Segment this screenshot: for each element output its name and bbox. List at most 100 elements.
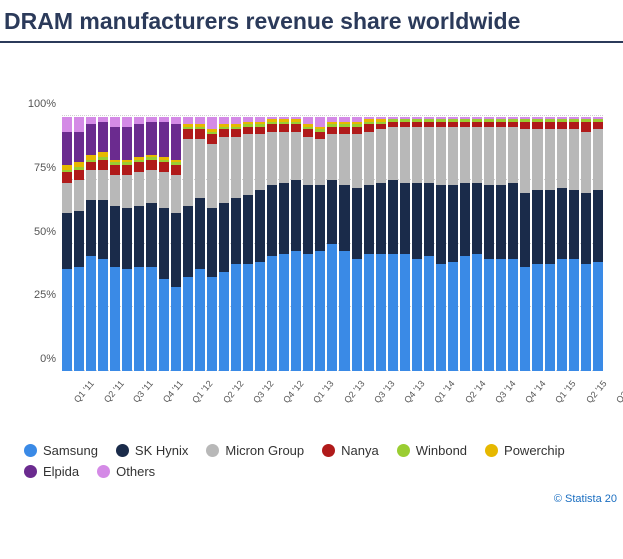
bar-segment: [207, 208, 217, 277]
bar-segment: [388, 254, 398, 371]
legend-swatch: [206, 444, 219, 457]
bar-segment: [520, 267, 530, 371]
bar-segment: [159, 162, 169, 172]
bar-segment: [243, 264, 253, 371]
bar-segment: [231, 117, 241, 125]
bar-segment: [171, 124, 181, 160]
bar-segment: [183, 139, 193, 205]
bar-segment: [532, 122, 542, 130]
bar-segment: [569, 259, 579, 371]
bar-segment: [74, 180, 84, 211]
bar: [472, 91, 482, 371]
bar-segment: [364, 185, 374, 254]
bar-segment: [110, 165, 120, 175]
bar-segment: [352, 134, 362, 187]
bar-segment: [134, 162, 144, 172]
bar-segment: [339, 251, 349, 371]
plot-area: 0%25%50%75%100%: [62, 91, 603, 371]
bar: [581, 91, 591, 371]
bar-segment: [279, 254, 289, 371]
legend-item: SK Hynix: [116, 443, 188, 458]
bar-segment: [448, 185, 458, 261]
bar: [110, 91, 120, 371]
bar: [134, 91, 144, 371]
bar-segment: [484, 185, 494, 259]
bar: [327, 91, 337, 371]
bar-segment: [376, 183, 386, 254]
bar-segment: [195, 198, 205, 269]
bar-segment: [472, 183, 482, 254]
chart-title: DRAM manufacturers revenue share worldwi…: [4, 8, 623, 35]
bar-segment: [315, 117, 325, 127]
bar-segment: [508, 127, 518, 183]
bar-segment: [98, 170, 108, 201]
bar-segment: [146, 267, 156, 371]
bar-segment: [231, 198, 241, 264]
bar: [74, 91, 84, 371]
bar: [520, 91, 530, 371]
bar-segment: [593, 262, 603, 371]
legend-swatch: [24, 465, 37, 478]
bar-segment: [86, 170, 96, 201]
bar-segment: [545, 264, 555, 371]
bar-segment: [412, 259, 422, 371]
bar-segment: [171, 165, 181, 175]
bar-segment: [146, 203, 156, 267]
bar: [484, 91, 494, 371]
bar: [460, 91, 470, 371]
bar-segment: [424, 127, 434, 183]
bar-segment: [508, 259, 518, 371]
bar-segment: [219, 117, 229, 125]
bar-segment: [255, 262, 265, 371]
bar: [183, 91, 193, 371]
bar-segment: [557, 259, 567, 371]
bar-segment: [122, 117, 132, 127]
bar-segment: [303, 137, 313, 185]
bar-segment: [472, 254, 482, 371]
bar: [86, 91, 96, 371]
legend-label: Elpida: [43, 464, 79, 479]
y-tick-label: 100%: [22, 98, 56, 110]
bar-segment: [460, 256, 470, 371]
bar-segment: [122, 208, 132, 269]
legend-swatch: [116, 444, 129, 457]
bar-segment: [352, 188, 362, 259]
bar: [122, 91, 132, 371]
bar-segment: [207, 144, 217, 208]
source-link[interactable]: © Statista 20: [554, 493, 617, 505]
bar-segment: [388, 127, 398, 180]
bar-segment: [74, 132, 84, 163]
bar-segment: [195, 129, 205, 139]
bar-segment: [424, 256, 434, 371]
y-tick-label: 25%: [22, 289, 56, 301]
bar: [352, 91, 362, 371]
legend-label: Powerchip: [504, 443, 565, 458]
bar-segment: [146, 122, 156, 155]
bar-segment: [255, 190, 265, 261]
bar-segment: [122, 127, 132, 160]
legend-label: Winbond: [416, 443, 467, 458]
bar-segment: [86, 124, 96, 155]
bar-segment: [231, 129, 241, 137]
bar: [303, 91, 313, 371]
bar-segment: [86, 256, 96, 371]
bar-segment: [327, 244, 337, 371]
bar-segment: [98, 122, 108, 153]
bar-segment: [315, 251, 325, 371]
bar: [424, 91, 434, 371]
bar: [315, 91, 325, 371]
bar-segment: [74, 170, 84, 180]
bar: [339, 91, 349, 371]
legend-swatch: [97, 465, 110, 478]
bar-segment: [436, 264, 446, 371]
bar-segment: [315, 185, 325, 251]
legend: SamsungSK HynixMicron GroupNanyaWinbondP…: [0, 421, 623, 489]
bar-segment: [327, 134, 337, 180]
x-axis: Q1 '11Q2 '11Q3 '11Q4 '11Q1 '12Q2 '12Q3 '…: [62, 377, 603, 421]
footer: © Statista 20: [0, 489, 623, 509]
bar-segment: [195, 139, 205, 198]
bar-segment: [484, 259, 494, 371]
bar-segment: [327, 127, 337, 135]
bar-segment: [581, 264, 591, 371]
bar-segment: [171, 213, 181, 287]
